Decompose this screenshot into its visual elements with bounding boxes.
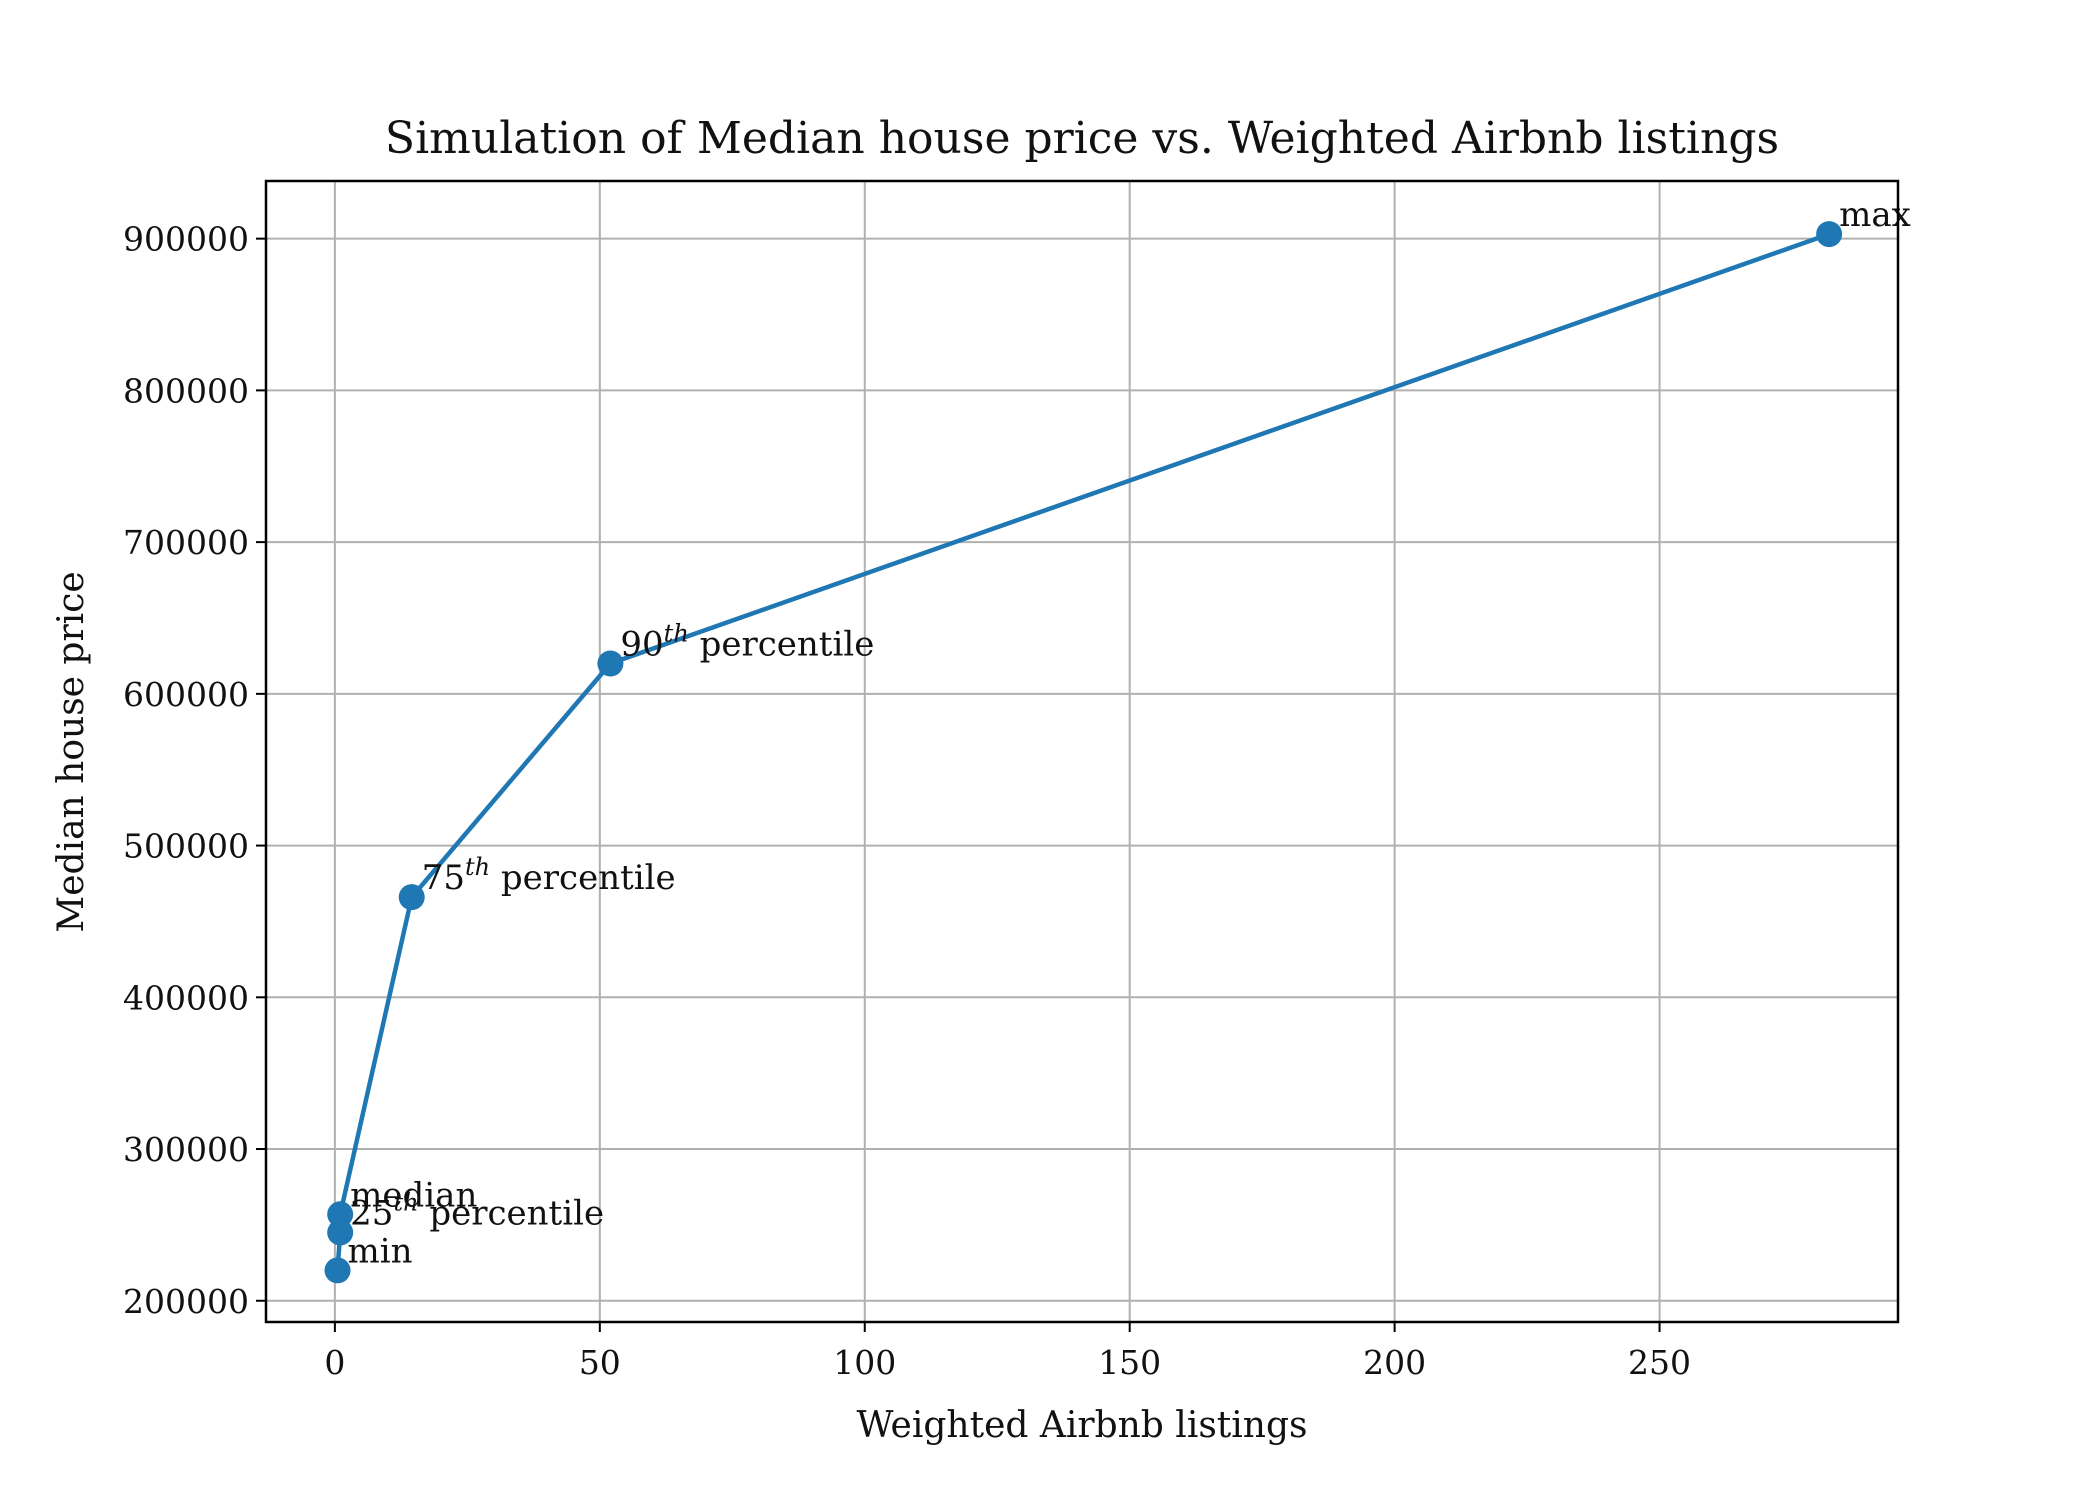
data-point xyxy=(327,1201,354,1228)
y-tick-label: 800000 xyxy=(123,371,249,410)
y-tick-label: 200000 xyxy=(123,1282,249,1321)
point-label: 90th percentile xyxy=(620,619,874,664)
point-label-number: 25 xyxy=(350,1193,393,1233)
y-axis-label: Median house price xyxy=(51,571,92,932)
x-tick-label: 0 xyxy=(324,1343,345,1382)
point-label-superscript: th xyxy=(393,1188,418,1216)
point-label-number: 75 xyxy=(422,858,465,898)
data-point xyxy=(398,884,425,911)
x-tick-label: 100 xyxy=(833,1343,896,1382)
point-label: max xyxy=(1839,195,1911,235)
point-label-superscript: th xyxy=(465,853,490,881)
point-label-superscript: th xyxy=(664,619,689,647)
point-label-number: 90 xyxy=(620,624,663,664)
y-tick-label: 600000 xyxy=(123,675,249,714)
x-tick-label: 250 xyxy=(1628,1343,1691,1382)
point-label: min xyxy=(348,1231,413,1271)
point-label: median xyxy=(350,1175,477,1215)
point-label-text: percentile xyxy=(419,1193,605,1233)
y-tick-label: 500000 xyxy=(123,827,249,866)
y-tick-label: 700000 xyxy=(123,523,249,562)
data-point xyxy=(324,1257,351,1284)
data-series xyxy=(324,221,1843,1284)
axis-ticks: 0 50 100 150 200 250 200000 300000 400000 500000 6… xyxy=(123,220,1691,1382)
x-tick-label: 50 xyxy=(579,1343,621,1382)
point-label-text: percentile xyxy=(689,624,875,664)
y-tick-label: 900000 xyxy=(123,220,249,259)
data-point xyxy=(1816,221,1843,248)
point-label: 25th percentile xyxy=(350,1188,604,1233)
x-axis-label: Weighted Airbnb listings xyxy=(856,1405,1307,1446)
grid-lines xyxy=(266,181,1898,1322)
x-tick-label: 200 xyxy=(1363,1343,1426,1382)
data-point xyxy=(327,1219,354,1246)
chart-title: Simulation of Median house price vs. Wei… xyxy=(385,113,1779,164)
y-tick-label: 400000 xyxy=(123,978,249,1017)
plot-area-frame xyxy=(264,179,1900,1324)
point-label-text: percentile xyxy=(490,858,676,898)
data-point xyxy=(597,650,624,677)
x-tick-label: 150 xyxy=(1098,1343,1161,1382)
y-tick-label: 300000 xyxy=(123,1130,249,1169)
point-label: 75th percentile xyxy=(422,853,676,898)
